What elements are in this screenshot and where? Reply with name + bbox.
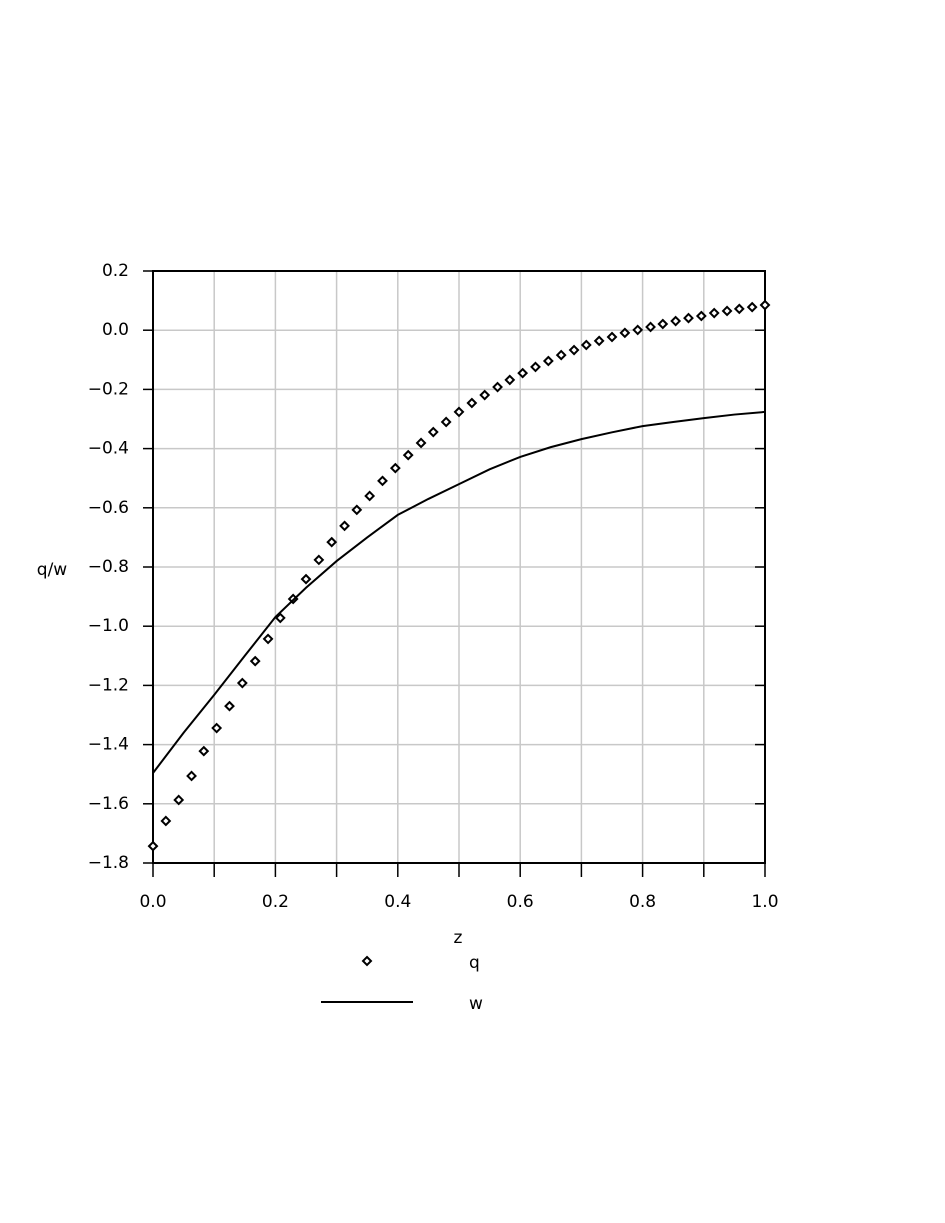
y-tick-label: −1.0 bbox=[88, 616, 129, 636]
y-tick-label: −0.2 bbox=[88, 379, 129, 399]
marker bbox=[466, 397, 478, 409]
y-tick-label: −1.6 bbox=[88, 794, 129, 814]
marker bbox=[300, 573, 312, 585]
marker bbox=[542, 355, 554, 367]
marker bbox=[211, 722, 223, 734]
y-axis-label: q/w bbox=[37, 560, 68, 580]
marker bbox=[198, 745, 210, 757]
marker bbox=[619, 327, 631, 339]
marker bbox=[224, 700, 235, 712]
legend-label: q bbox=[469, 953, 480, 973]
marker bbox=[351, 504, 363, 516]
y-tick-label: −1.2 bbox=[88, 675, 129, 695]
marker bbox=[555, 349, 567, 361]
y-tick-label: 0.2 bbox=[102, 261, 129, 281]
x-tick-label: 0.2 bbox=[262, 892, 289, 912]
marker bbox=[632, 324, 644, 336]
marker bbox=[313, 554, 325, 566]
marker bbox=[479, 389, 491, 401]
marker bbox=[236, 677, 248, 689]
marker bbox=[568, 344, 580, 356]
x-tick-label: 1.0 bbox=[751, 892, 778, 912]
legend-marker bbox=[361, 955, 373, 967]
marker bbox=[389, 462, 401, 474]
line bbox=[152, 410, 766, 774]
marker bbox=[377, 475, 388, 487]
marker bbox=[746, 301, 758, 313]
y-tick-label: 0.0 bbox=[102, 320, 129, 340]
marker bbox=[683, 312, 694, 324]
marker bbox=[440, 416, 452, 428]
marker bbox=[517, 367, 529, 379]
marker bbox=[695, 310, 707, 322]
marker bbox=[645, 321, 656, 333]
marker bbox=[262, 633, 274, 645]
marker bbox=[147, 840, 159, 852]
marker bbox=[733, 303, 745, 315]
marker bbox=[173, 794, 185, 806]
marker bbox=[249, 655, 261, 667]
marker bbox=[492, 381, 503, 393]
marker bbox=[657, 318, 669, 330]
plot-frame bbox=[152, 270, 766, 864]
marker bbox=[364, 490, 376, 502]
x-tick-label: 0.4 bbox=[384, 892, 411, 912]
marker bbox=[427, 426, 439, 438]
marker bbox=[530, 361, 541, 373]
marker bbox=[708, 307, 720, 319]
marker bbox=[721, 305, 733, 317]
legend-label: w bbox=[469, 994, 483, 1014]
marker bbox=[402, 449, 414, 461]
marker bbox=[326, 536, 338, 548]
marker bbox=[504, 374, 516, 386]
marker bbox=[453, 406, 465, 418]
marker bbox=[415, 437, 427, 449]
marker bbox=[186, 770, 197, 782]
marker bbox=[339, 520, 350, 532]
marker bbox=[580, 339, 592, 351]
y-tick-label: −0.6 bbox=[88, 498, 129, 518]
marker bbox=[274, 612, 286, 624]
x-tick-label: 0.6 bbox=[507, 892, 534, 912]
x-tick-label: 0.8 bbox=[629, 892, 656, 912]
marker bbox=[606, 331, 618, 343]
y-tick-label: −0.8 bbox=[88, 557, 129, 577]
marker bbox=[160, 815, 172, 827]
marker bbox=[593, 335, 605, 347]
marker bbox=[759, 299, 771, 311]
y-tick-label: −1.4 bbox=[88, 735, 129, 755]
y-tick-label: −1.8 bbox=[88, 853, 129, 873]
marker bbox=[670, 315, 682, 327]
x-tick-label: 0.0 bbox=[139, 892, 166, 912]
x-axis-label: z bbox=[454, 928, 463, 948]
y-tick-label: −0.4 bbox=[88, 439, 129, 459]
